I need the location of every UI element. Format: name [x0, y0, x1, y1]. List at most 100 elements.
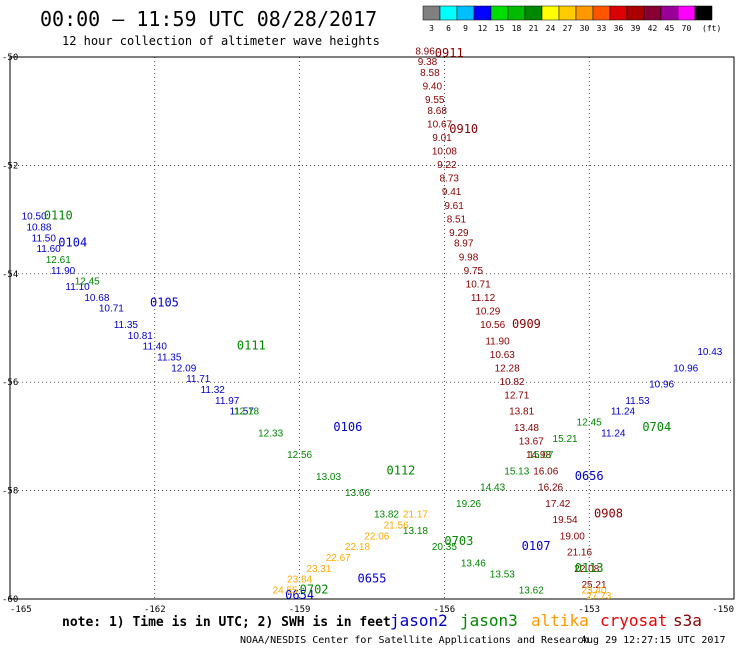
data-label: 22.08 [574, 564, 599, 575]
data-label: 13.48 [514, 423, 539, 434]
colorbar-label: 39 [631, 24, 641, 33]
data-label: 9.55 [425, 95, 445, 106]
chart-subtitle: 12 hour collection of altimeter wave hei… [62, 34, 380, 48]
data-label: 9.38 [418, 57, 438, 68]
time-label: 0909 [512, 317, 541, 331]
data-label: 13.66 [345, 488, 370, 499]
data-label: 11.60 [36, 244, 61, 255]
colorbar-swatch [694, 5, 713, 21]
colorbar-label: 33 [597, 24, 607, 33]
data-label: 13.67 [519, 437, 544, 448]
colorbar-label: 27 [563, 24, 573, 33]
data-label: 16.06 [533, 466, 558, 477]
data-label: 12.18 [234, 407, 259, 418]
data-label: 13.18 [403, 526, 428, 537]
colorbar-unit: (ft) [702, 24, 721, 33]
colorbar-label: 36 [614, 24, 624, 33]
colorbar-swatch [490, 5, 509, 21]
data-label: 9.22 [437, 160, 457, 171]
colorbar-label: 24 [546, 24, 556, 33]
colorbar-swatch [643, 5, 662, 21]
time-label: 0110 [44, 209, 73, 223]
data-label: 9.61 [444, 201, 464, 212]
data-label: 11.53 [625, 396, 650, 407]
data-label: 8.73 [439, 174, 459, 185]
colorbar-label: 6 [446, 24, 451, 33]
colorbar-label: 42 [648, 24, 658, 33]
data-label: 12.09 [171, 363, 196, 374]
colorbar-label: 45 [665, 24, 675, 33]
data-label: 9.40 [423, 82, 443, 93]
time-label: 0105 [150, 295, 179, 309]
x-tick-label: -156 [434, 605, 456, 615]
colorbar-swatch [677, 5, 696, 21]
data-label: 11.24 [611, 407, 636, 418]
data-label: 19.00 [560, 531, 585, 542]
data-label: 11.35 [114, 320, 139, 331]
time-label: 0655 [358, 572, 387, 586]
series-jason2: 10.5010.8811.5011.6011.9011.1010.6810.71… [22, 212, 723, 602]
data-label: 23.31 [306, 564, 331, 575]
time-label: 0104 [58, 236, 87, 250]
data-label: 19.26 [456, 499, 481, 510]
data-label: 10.63 [490, 350, 515, 361]
y-tick-label: -58 [2, 487, 18, 497]
data-label: 11.24 [601, 428, 626, 439]
data-label: 22.06 [364, 531, 389, 542]
data-label: 11.90 [485, 336, 510, 347]
data-label: 16.26 [538, 483, 563, 494]
series-altika: 24.5523.8423.3122.6722.1822.0621.5621.17… [273, 510, 612, 602]
data-label: 15.21 [553, 434, 578, 445]
colorbar-label: 18 [512, 24, 522, 33]
data-label: 12.28 [495, 363, 520, 374]
time-label: 0107 [522, 539, 551, 553]
data-label: 12.45 [75, 277, 100, 288]
time-label: 0911 [435, 46, 464, 60]
time-label: 0106 [333, 420, 362, 434]
data-label: 9.01 [432, 133, 452, 144]
chart-title: 00:00 – 11:59 UTC 08/28/2017 [40, 7, 377, 31]
time-label: 0112 [387, 463, 416, 477]
data-label: 13.82 [374, 510, 399, 521]
x-tick-label: -153 [578, 605, 600, 615]
data-label: 12.61 [46, 255, 71, 266]
data-label: 10.96 [649, 380, 674, 391]
data-label: 22.67 [326, 553, 351, 564]
time-label: 0910 [449, 122, 478, 136]
data-label: 11.10 [65, 282, 90, 293]
x-tick-label: -165 [10, 605, 32, 615]
y-tick-label: -60 [2, 595, 18, 605]
data-label: 10.88 [26, 222, 51, 233]
legend-entry-cryosat: cryosat [600, 611, 667, 630]
data-label: 13.03 [316, 472, 341, 483]
legend-entry-jason3: jason3 [460, 611, 518, 630]
data-label: 15.13 [504, 466, 529, 477]
colorbar-label: 30 [580, 24, 590, 33]
data-label: 10.56 [480, 320, 505, 331]
x-tick-label: -162 [144, 605, 166, 615]
time-label: 0704 [642, 420, 671, 434]
data-label: 10.81 [128, 331, 153, 342]
colorbar-swatch [609, 5, 628, 21]
colorbar-swatch [660, 5, 679, 21]
plot-area: -165 -162 -159 -156 -153 -150 -50 -52 -54 -56 -58 -… [2, 46, 735, 615]
data-label: 25.21 [582, 580, 607, 591]
colorbar-label: 3 [429, 24, 434, 33]
axis-ticks: -165 -162 -159 -156 -153 -150 -50 -52 -54 -56 -58 -… [2, 53, 734, 615]
colorbar-swatch [456, 5, 475, 21]
data-label: 15.07 [528, 450, 553, 461]
data-label: 10.43 [697, 347, 722, 358]
data-label: 10.68 [84, 293, 109, 304]
data-label: 11.12 [471, 293, 496, 304]
colorbar: 3 6 9 12 15 18 21 24 27 30 33 36 39 42 45 70 (ft) [422, 5, 721, 33]
time-label: 0702 [300, 583, 329, 597]
legend-entry-altika: altika [531, 611, 589, 630]
time-label: 0654 [285, 588, 314, 602]
data-label: 12.33 [258, 428, 283, 439]
data-label: 13.46 [461, 558, 486, 569]
data-label: 27.73 [586, 591, 611, 602]
y-tick-label: -50 [2, 53, 18, 63]
data-label: 11.50 [32, 233, 57, 244]
footer-note: note: 1) Time is in UTC; 2) SWH is in fe… [62, 615, 391, 630]
data-label: 10.29 [475, 306, 500, 317]
